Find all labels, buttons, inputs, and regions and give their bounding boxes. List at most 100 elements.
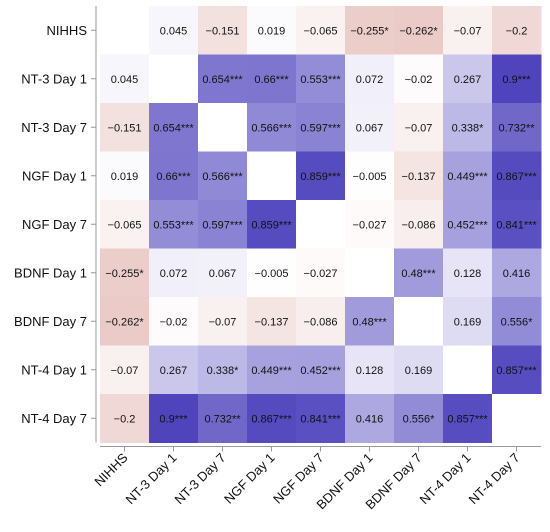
x-tick-label: NT-4 Day 1 <box>417 450 474 507</box>
heatmap-cell <box>492 345 542 395</box>
cell-value-label: −0.07 <box>405 122 433 134</box>
cell-value-label: 0.654*** <box>202 74 243 86</box>
cell-value-label: −0.005 <box>255 268 289 280</box>
cell-value-label: 0.867*** <box>251 413 292 425</box>
heatmap-cell <box>492 248 542 298</box>
cell-value-label: −0.262* <box>105 316 144 328</box>
cell-value-label: 0.48*** <box>352 316 387 328</box>
y-tick-label: BDNF Day 7 <box>14 314 87 329</box>
cell-value-label: 0.416 <box>356 413 384 425</box>
heatmap-cell <box>443 6 493 55</box>
heatmap-cell <box>100 248 150 298</box>
heatmap-cell <box>443 345 493 395</box>
cell-value-label: 0.169 <box>454 316 482 328</box>
heatmap-cell <box>198 151 248 201</box>
cell-value-label: 0.072 <box>160 268 188 280</box>
heatmap-cell <box>198 248 248 298</box>
heatmap-cell <box>492 103 542 152</box>
heatmap-cell <box>394 248 444 298</box>
heatmap-cell <box>296 345 346 395</box>
heatmap-cell <box>345 345 395 395</box>
y-tick-label: NT-3 Day 7 <box>21 120 87 135</box>
heatmap-cell <box>247 345 297 395</box>
heatmap-cell <box>394 151 444 201</box>
cell-value-label: 0.045 <box>111 74 139 86</box>
heatmap-cell <box>345 103 395 152</box>
cell-value-label: −0.065 <box>108 219 142 231</box>
heatmap-cell <box>100 6 150 55</box>
cell-value-label: −0.137 <box>255 316 289 328</box>
heatmap-cell <box>443 248 493 298</box>
cell-value-label: 0.732** <box>498 122 535 134</box>
heatmap-cell <box>296 103 346 152</box>
cell-value-label: 0.556* <box>501 316 534 328</box>
heatmap-cell <box>492 200 542 249</box>
cell-value-label: −0.2 <box>114 413 136 425</box>
y-tick-label: NGF Day 1 <box>22 168 87 183</box>
cell-value-label: 0.072 <box>356 74 384 86</box>
cell-value-label: 0.566*** <box>251 122 292 134</box>
y-tick-label: NT-3 Day 1 <box>21 71 87 86</box>
heatmap-cell <box>149 248 199 298</box>
heatmap-cell <box>345 151 395 201</box>
heatmap-cell <box>247 394 297 443</box>
cell-value-label: 0.267 <box>454 74 482 86</box>
heatmap-cell <box>443 394 493 443</box>
heatmap-cell <box>443 54 493 104</box>
cell-value-label: −0.027 <box>353 219 387 231</box>
heatmap-cell <box>492 6 542 55</box>
y-tick-label: BDNF Day 1 <box>14 265 87 280</box>
heatmap-cell <box>394 394 444 443</box>
heatmap-cell <box>149 103 199 152</box>
heatmap-cell <box>296 54 346 104</box>
heatmap-cell <box>394 54 444 104</box>
heatmap-cell <box>149 200 199 249</box>
cell-value-label: 0.338* <box>207 365 240 377</box>
cell-value-label: 0.597*** <box>202 219 243 231</box>
heatmap-cell <box>443 103 493 152</box>
cell-value-label: 0.556* <box>403 413 436 425</box>
heatmap-cell <box>443 297 493 346</box>
heatmap-cell <box>198 345 248 395</box>
heatmap-cell <box>394 200 444 249</box>
heatmap-cell <box>100 297 150 346</box>
cell-value-label: −0.027 <box>304 268 338 280</box>
cell-value-label: −0.255* <box>350 25 389 37</box>
heatmap-cell <box>198 54 248 104</box>
heatmap-cell <box>100 200 150 249</box>
heatmap-cell <box>149 345 199 395</box>
x-tick-label: NT-3 Day 1 <box>123 450 180 507</box>
cell-value-label: 0.48*** <box>401 268 436 280</box>
heatmap-cell <box>394 345 444 395</box>
cell-value-label: 0.732** <box>204 413 241 425</box>
heatmap-cell <box>443 200 493 249</box>
cell-value-label: 0.566*** <box>202 171 243 183</box>
heatmap-cell <box>149 151 199 201</box>
heatmap-cell <box>492 394 542 443</box>
heatmap-cell <box>296 394 346 443</box>
cell-value-label: 0.067 <box>356 122 384 134</box>
y-tick-label: NT-4 Day 1 <box>21 362 87 377</box>
y-tick-label: NIHHS <box>47 23 88 38</box>
cell-value-label: −0.086 <box>304 316 338 328</box>
heatmap-cell <box>345 297 395 346</box>
x-tick-label: NGF Day 1 <box>221 450 278 507</box>
heatmap-cell-labels: 0.045 −0.151 0.019 −0.065 −0.255* −0.262* −0.0… <box>105 25 537 425</box>
heatmap-cells <box>100 6 542 443</box>
heatmap-cell <box>492 151 542 201</box>
cell-value-label: 0.867*** <box>496 171 537 183</box>
cell-value-label: 0.841*** <box>496 219 537 231</box>
heatmap-cell <box>100 345 150 395</box>
cell-value-label: 0.045 <box>160 25 188 37</box>
heatmap-cell <box>492 54 542 104</box>
heatmap-cell <box>198 394 248 443</box>
cell-value-label: 0.449*** <box>251 365 292 377</box>
cell-value-label: 0.857*** <box>496 365 537 377</box>
y-tick-label: NT-4 Day 7 <box>21 411 87 426</box>
cell-value-label: 0.169 <box>405 365 433 377</box>
heatmap-cell <box>443 151 493 201</box>
cell-value-label: 0.9*** <box>159 413 188 425</box>
y-tick-label: NGF Day 7 <box>22 217 87 232</box>
cell-value-label: 0.654*** <box>153 122 194 134</box>
